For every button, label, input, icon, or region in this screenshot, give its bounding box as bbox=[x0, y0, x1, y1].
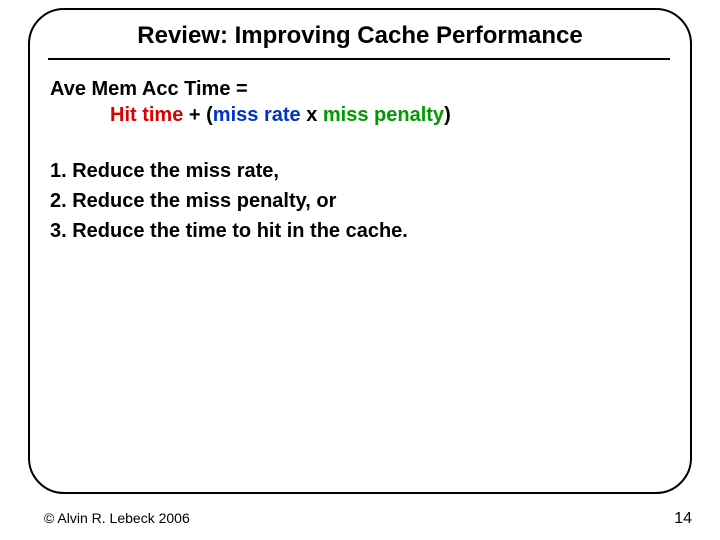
point-2: 2. Reduce the miss penalty, or bbox=[50, 188, 670, 214]
slide-body: Ave Mem Acc Time = Hit time + (miss rate… bbox=[50, 76, 670, 244]
copyright-text: © Alvin R. Lebeck 2006 bbox=[44, 510, 190, 526]
slide: Review: Improving Cache Performance Ave … bbox=[0, 0, 720, 540]
miss-rate-term: miss rate bbox=[213, 104, 301, 126]
formula-plus: + ( bbox=[183, 104, 212, 126]
title-underline bbox=[48, 58, 670, 60]
page-number: 14 bbox=[674, 510, 692, 528]
formula-line1: Ave Mem Acc Time = bbox=[50, 76, 670, 102]
point-1: 1. Reduce the miss rate, bbox=[50, 158, 670, 184]
formula-close: ) bbox=[444, 104, 451, 126]
formula-x: x bbox=[301, 104, 323, 126]
spacer bbox=[50, 128, 670, 158]
point-3: 3. Reduce the time to hit in the cache. bbox=[50, 218, 670, 244]
formula-line2: Hit time + (miss rate x miss penalty) bbox=[110, 102, 670, 128]
slide-title: Review: Improving Cache Performance bbox=[137, 22, 582, 50]
miss-penalty-term: miss penalty bbox=[323, 104, 444, 126]
hit-time-term: Hit time bbox=[110, 104, 183, 126]
